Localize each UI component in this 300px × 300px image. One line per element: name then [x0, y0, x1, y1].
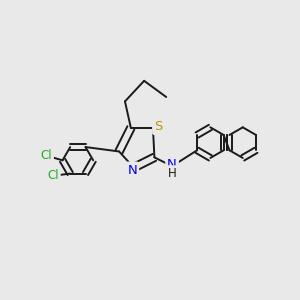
Text: H: H — [168, 167, 176, 180]
Text: Cl: Cl — [40, 149, 52, 162]
Text: Cl: Cl — [47, 169, 59, 182]
Text: N: N — [167, 158, 177, 171]
Text: S: S — [154, 120, 162, 133]
Text: N: N — [128, 164, 137, 176]
